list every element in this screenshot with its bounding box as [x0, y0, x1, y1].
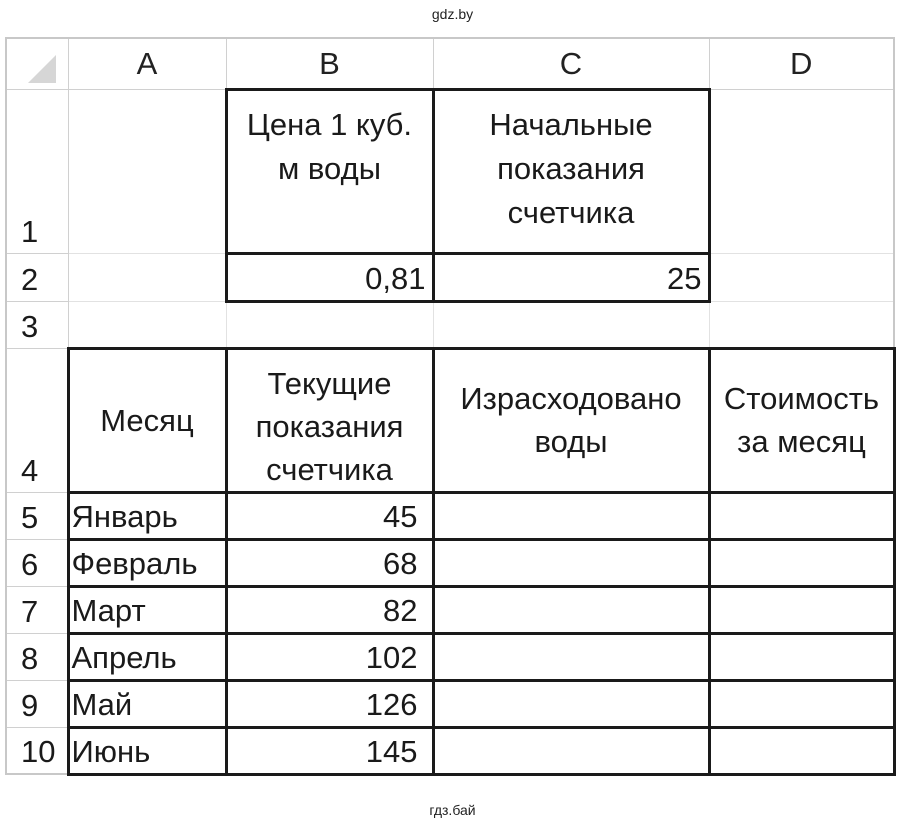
- select-all-corner[interactable]: [5, 37, 69, 90]
- cell-b3[interactable]: [225, 300, 434, 349]
- cell-b10[interactable]: 145: [224, 725, 435, 776]
- cell-d7[interactable]: [707, 584, 896, 635]
- row-header-4[interactable]: 4: [5, 347, 69, 493]
- cell-a4[interactable]: Месяц: [66, 346, 228, 494]
- column-header-b[interactable]: B: [225, 37, 434, 90]
- cell-d5[interactable]: [707, 490, 896, 541]
- cell-d2[interactable]: [708, 252, 895, 302]
- cell-b6[interactable]: 68: [224, 537, 435, 588]
- cell-a6[interactable]: Февраль: [66, 537, 228, 588]
- table-row: 5 Январь 45: [5, 490, 896, 541]
- cell-b9[interactable]: 126: [224, 678, 435, 729]
- row-header-10[interactable]: 10: [5, 726, 69, 775]
- table-row: 8 Апрель 102: [5, 631, 896, 682]
- row-header-2[interactable]: 2: [5, 252, 69, 302]
- cell-c6[interactable]: [431, 537, 711, 588]
- row-header-6[interactable]: 6: [5, 538, 69, 587]
- column-header-c[interactable]: C: [432, 37, 710, 90]
- cell-c2[interactable]: 25: [431, 251, 711, 303]
- cell-d8[interactable]: [707, 631, 896, 682]
- cell-d1[interactable]: [708, 88, 895, 254]
- cell-a3[interactable]: [67, 300, 227, 349]
- cell-c4[interactable]: Израсходовано воды: [431, 346, 711, 494]
- column-header-d[interactable]: D: [708, 37, 895, 90]
- cell-d6[interactable]: [707, 537, 896, 588]
- cell-a7[interactable]: Март: [66, 584, 228, 635]
- watermark-bottom: гдз.бай: [429, 802, 476, 818]
- cell-b8[interactable]: 102: [224, 631, 435, 682]
- cell-b1[interactable]: Цена 1 куб. м воды: [224, 87, 435, 255]
- row-header-7[interactable]: 7: [5, 585, 69, 634]
- row-header-3[interactable]: 3: [5, 300, 69, 349]
- table-row: 6 Февраль 68: [5, 537, 896, 588]
- cell-d4[interactable]: Стоимость за месяц: [707, 346, 896, 494]
- select-all-triangle-icon: [27, 54, 56, 83]
- cell-a8[interactable]: Апрель: [66, 631, 228, 682]
- cell-d10[interactable]: [707, 725, 896, 776]
- row-header-8[interactable]: 8: [5, 632, 69, 681]
- row-header-9[interactable]: 9: [5, 679, 69, 728]
- cell-b5[interactable]: 45: [224, 490, 435, 541]
- cell-a10[interactable]: Июнь: [66, 725, 228, 776]
- cell-c8[interactable]: [431, 631, 711, 682]
- cell-c9[interactable]: [431, 678, 711, 729]
- table-row: 10 Июнь 145: [5, 725, 896, 776]
- cell-b4[interactable]: Текущие показания счетчика: [224, 346, 435, 494]
- table-row: 7 Март 82: [5, 584, 896, 635]
- table-row: 9 Май 126: [5, 678, 896, 729]
- cell-a1[interactable]: [67, 88, 227, 254]
- cell-b7[interactable]: 82: [224, 584, 435, 635]
- cell-b2[interactable]: 0,81: [224, 251, 435, 303]
- cell-a5[interactable]: Январь: [66, 490, 228, 541]
- cell-c1[interactable]: Начальные показания счетчика: [431, 87, 711, 255]
- cell-d9[interactable]: [707, 678, 896, 729]
- cell-c5[interactable]: [431, 490, 711, 541]
- cell-c7[interactable]: [431, 584, 711, 635]
- column-header-a[interactable]: A: [67, 37, 227, 90]
- cell-c3[interactable]: [432, 300, 710, 349]
- cell-a2[interactable]: [67, 252, 227, 302]
- row-header-5[interactable]: 5: [5, 491, 69, 540]
- spreadsheet-grid: A B C D 1 Цена 1 куб. м воды Начальные п…: [5, 37, 896, 776]
- row-header-1[interactable]: 1: [5, 88, 69, 254]
- watermark-top: gdz.by: [431, 6, 474, 22]
- cell-a9[interactable]: Май: [66, 678, 228, 729]
- cell-d3[interactable]: [708, 300, 895, 349]
- cell-c10[interactable]: [431, 725, 711, 776]
